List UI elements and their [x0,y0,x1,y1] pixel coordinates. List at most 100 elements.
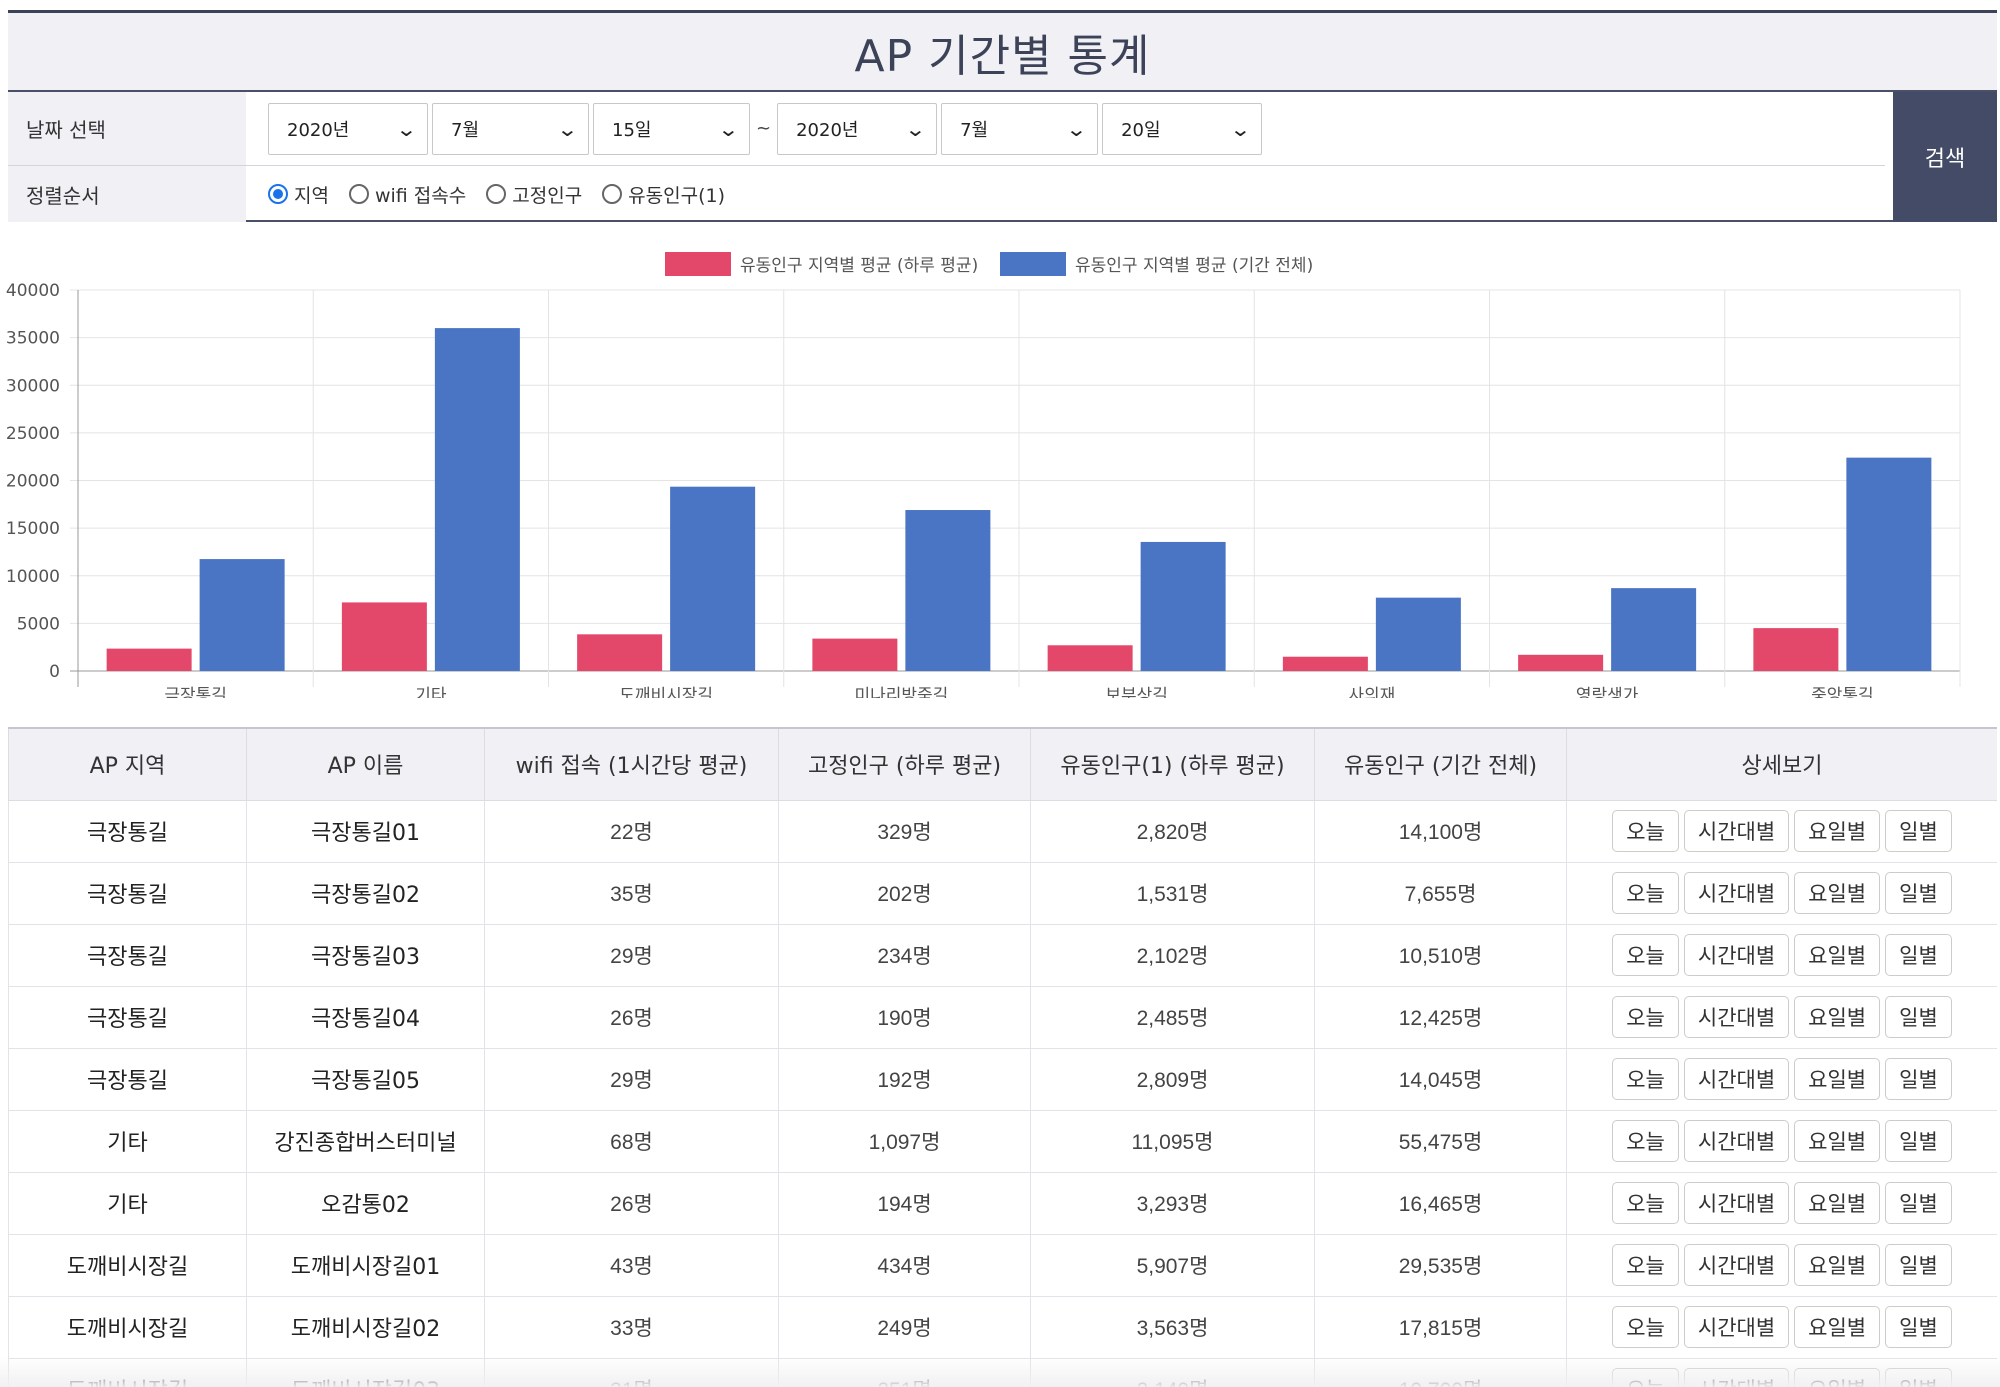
by-weekday-button[interactable]: 요일별 [1794,1120,1881,1162]
table-row: 기타 오감통02 26명 194명 3,293명 16,465명 오늘 시간대별 요일별 일별 [8,1171,1997,1235]
radio-icon[interactable] [486,184,507,204]
cell-region: 극장통길 [8,923,247,987]
start-day-select[interactable]: 15일 ⌄ [593,102,750,155]
today-button[interactable]: 오늘 [1612,872,1679,914]
bottom-fade [0,1357,2000,1387]
legend-swatch [1000,252,1066,276]
column-header: 고정인구 (하루 평균) [778,727,1031,801]
column-header: AP 지역 [8,727,247,801]
sort-option-0[interactable]: 지역 [268,181,329,208]
bar-period-total [905,510,991,671]
cell-fixed: 329명 [778,799,1031,863]
cell-floating: 2,102명 [1030,923,1315,987]
by-weekday-button[interactable]: 요일별 [1794,996,1881,1038]
by-hour-button[interactable]: 시간대별 [1683,934,1790,976]
by-hour-button[interactable]: 시간대별 [1683,1120,1790,1162]
cell-name: 극장통길01 [246,799,485,863]
by-weekday-button[interactable]: 요일별 [1794,1182,1881,1224]
cell-name: 도깨비시장길01 [246,1233,485,1297]
today-button[interactable]: 오늘 [1612,1244,1679,1286]
cell-region: 극장통길 [8,861,247,925]
radio-icon[interactable] [348,184,369,204]
cell-total: 29,535명 [1314,1233,1567,1297]
by-day-button[interactable]: 일별 [1885,996,1952,1038]
start-month-select[interactable]: 7월 ⌄ [432,102,589,155]
stats-table-container: AP 지역 AP 이름 wifi 접속 (1시간당 평균) 고정인구 (하루 평균) 유… [8,727,1997,1387]
cell-fixed: 194명 [778,1171,1031,1235]
x-tick-label: 도깨비시장길 [619,686,713,698]
by-weekday-button[interactable]: 요일별 [1794,934,1881,976]
start-year-select[interactable]: 2020년 ⌄ [268,102,428,155]
end-month-select[interactable]: 7월 ⌄ [941,102,1099,155]
by-day-button[interactable]: 일별 [1885,1306,1952,1348]
cell-region: 도깨비시장길 [8,1233,247,1297]
by-hour-button[interactable]: 시간대별 [1683,1058,1790,1100]
today-button[interactable]: 오늘 [1612,1306,1679,1348]
by-hour-button[interactable]: 시간대별 [1683,810,1790,852]
table-row: 기타 강진종합버스터미널 68명 1,097명 11,095명 55,475명 오늘 시간대별… [8,1109,1997,1173]
bar-daily-avg [1282,656,1368,671]
today-button[interactable]: 오늘 [1612,996,1679,1038]
end-day-value: 20일 [1121,119,1161,141]
cell-region: 도깨비시장길 [8,1295,247,1359]
today-button[interactable]: 오늘 [1612,1182,1679,1224]
sort-filter-label: 정렬순서 [8,166,246,222]
sort-option-label: 유동인구(1) [628,184,726,207]
sort-filter-row: 정렬순서 지역 wifi 접속수 고정인구 유동인구(1) [8,166,1885,222]
cell-total: 10,510명 [1314,923,1567,987]
today-button[interactable]: 오늘 [1612,1058,1679,1100]
cell-fixed: 234명 [778,923,1031,987]
by-weekday-button[interactable]: 요일별 [1794,1244,1881,1286]
bar-period-total [1846,457,1932,671]
sort-option-1[interactable]: wifi 접속수 [348,181,466,208]
by-day-button[interactable]: 일별 [1885,1120,1952,1162]
chevron-down-icon: ⌄ [904,116,927,141]
by-day-button[interactable]: 일별 [1885,810,1952,852]
by-weekday-button[interactable]: 요일별 [1794,1306,1881,1348]
by-hour-button[interactable]: 시간대별 [1683,996,1790,1038]
by-day-button[interactable]: 일별 [1885,1058,1952,1100]
by-day-button[interactable]: 일별 [1885,872,1952,914]
bar-daily-avg [1047,645,1133,671]
end-year-select[interactable]: 2020년 ⌄ [777,102,938,155]
cell-wifi: 29명 [484,923,779,987]
by-hour-button[interactable]: 시간대별 [1683,1306,1790,1348]
table-row: 도깨비시장길 도깨비시장길02 33명 249명 3,563명 17,815명 오늘 시간대별… [8,1295,1997,1359]
by-day-button[interactable]: 일별 [1885,1182,1952,1224]
today-button[interactable]: 오늘 [1612,1120,1679,1162]
by-weekday-button[interactable]: 요일별 [1794,1058,1881,1100]
y-tick-label: 0 [49,662,60,682]
by-hour-button[interactable]: 시간대별 [1683,1244,1790,1286]
by-day-button[interactable]: 일별 [1885,1244,1952,1286]
cell-floating: 5,907명 [1030,1233,1315,1297]
today-button[interactable]: 오늘 [1612,934,1679,976]
y-tick-label: 30000 [6,376,60,396]
today-button[interactable]: 오늘 [1612,810,1679,852]
legend-label: 유동인구 지역별 평균 (기간 전체) [1075,256,1313,276]
end-day-select[interactable]: 20일 ⌄ [1102,102,1263,155]
cell-total: 55,475명 [1314,1109,1567,1173]
cell-wifi: 68명 [484,1109,779,1173]
radio-icon[interactable] [268,184,288,204]
chevron-down-icon: ⌄ [1065,116,1088,141]
by-day-button[interactable]: 일별 [1885,934,1952,976]
chevron-down-icon: ⌄ [717,116,740,141]
by-weekday-button[interactable]: 요일별 [1794,810,1881,852]
cell-name: 도깨비시장길02 [246,1295,485,1359]
by-hour-button[interactable]: 시간대별 [1683,1182,1790,1224]
sort-option-3[interactable]: 유동인구(1) [602,181,725,208]
cell-wifi: 35명 [484,861,779,925]
sort-option-2[interactable]: 고정인구 [486,181,582,208]
cell-total: 14,045명 [1314,1047,1567,1111]
radio-icon[interactable] [602,184,623,204]
search-button[interactable]: 검색 [1893,92,1997,222]
x-tick-label: 기타 [415,686,447,698]
y-tick-label: 10000 [6,567,60,587]
by-weekday-button[interactable]: 요일별 [1794,872,1881,914]
date-filter-row: 날짜 선택 2020년 ⌄ 7월 ⌄ 15일 ⌄ ~ 2020년 ⌄ [8,92,1885,166]
table-row: 극장통길 극장통길05 29명 192명 2,809명 14,045명 오늘 시간대별 요일별 일… [8,1047,1997,1111]
by-hour-button[interactable]: 시간대별 [1683,872,1790,914]
bar-period-total [1375,597,1461,671]
